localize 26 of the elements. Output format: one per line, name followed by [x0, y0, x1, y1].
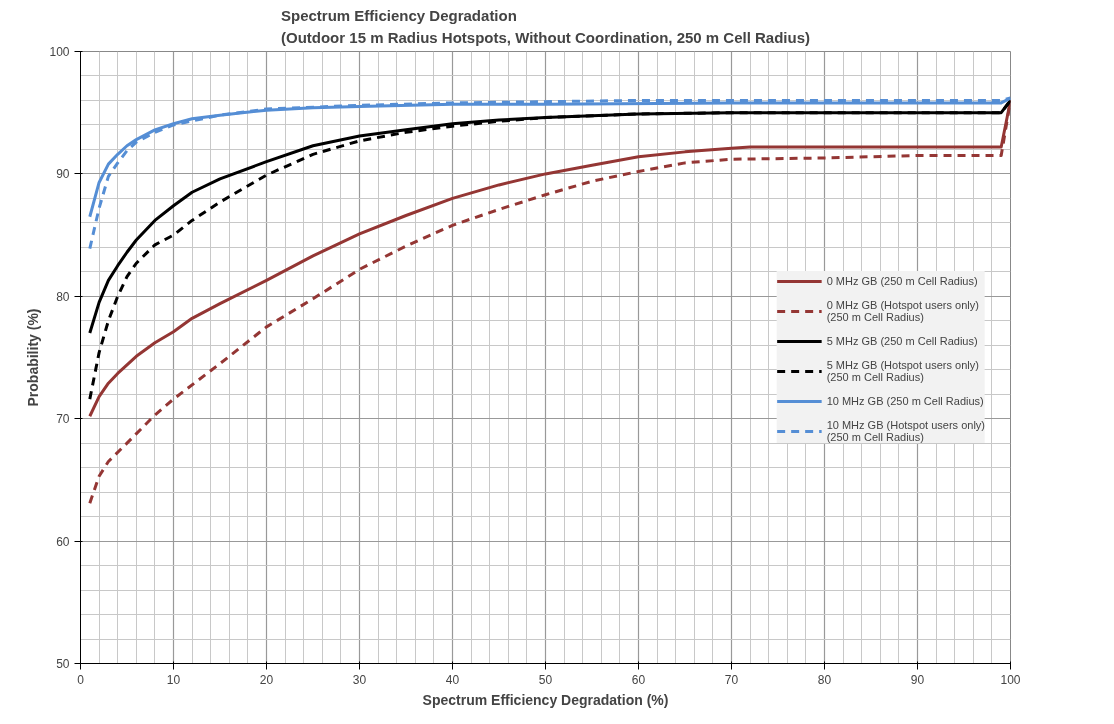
- y-tick-label: 100: [49, 45, 70, 59]
- x-axis-title: Spectrum Efficiency Degradation (%): [422, 691, 669, 708]
- chart-title: Spectrum Efficiency Degradation (Outdoor 15 m Radius Hotspots, Without Coordination, 250 m Cell Radius): [280, 7, 811, 47]
- legend-label: 0 MHz GB (250 m Cell Radius): [826, 275, 978, 287]
- x-tick-label: 20: [259, 672, 274, 687]
- x-tick-label: 40: [445, 672, 460, 687]
- y-tick-label: 50: [56, 657, 70, 671]
- x-tick-label: 80: [817, 672, 832, 687]
- legend-label: 10 MHz GB (Hotspot users only) (250 m Cell Radius): [826, 419, 985, 443]
- x-tick-label: 10: [166, 672, 181, 687]
- x-tick-label: 50: [538, 672, 553, 687]
- y-tick-label: 90: [56, 167, 70, 182]
- legend-label: 0 MHz GB (Hotspot users only) (250 m Cell Radius): [826, 299, 979, 323]
- legend-label: 5 MHz GB (Hotspot users only) (250 m Cell Radius): [826, 359, 979, 383]
- legend-label: 5 MHz GB (250 m Cell Radius): [826, 335, 978, 347]
- x-tick-label: 30: [352, 672, 367, 687]
- x-tick-label: 90: [910, 672, 925, 687]
- x-tick-label: 60: [631, 672, 646, 687]
- x-tick-label: 70: [724, 672, 739, 687]
- y-axis-title: Probability (%): [25, 308, 42, 407]
- x-tick-label: 100: [1000, 672, 1021, 687]
- x-tick-label: 0: [77, 672, 85, 687]
- y-tick-label: 70: [56, 412, 70, 427]
- y-tick-label: 80: [56, 289, 70, 304]
- y-tick-label: 60: [56, 534, 70, 549]
- legend-label: 10 MHz GB (250 m Cell Radius): [826, 395, 984, 407]
